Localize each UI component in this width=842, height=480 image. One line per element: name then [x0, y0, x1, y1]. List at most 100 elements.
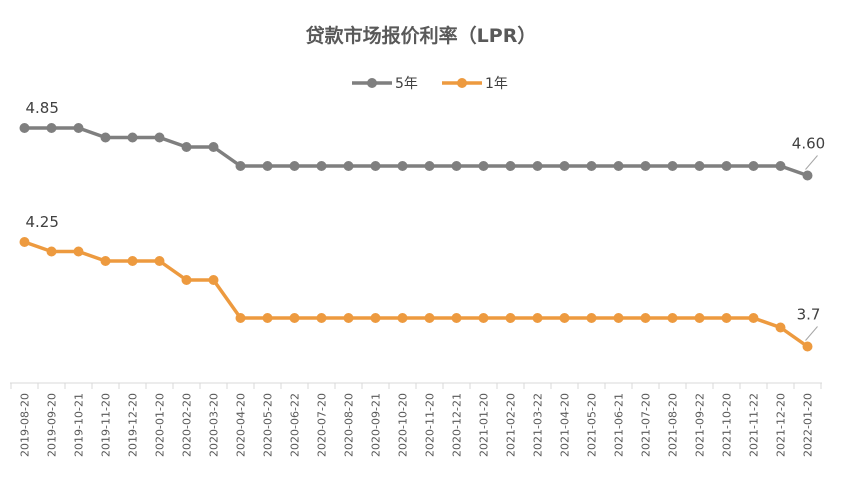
data-point	[532, 161, 543, 171]
data-point	[586, 313, 597, 323]
data-point	[802, 170, 813, 181]
data-label: 4.60	[792, 135, 825, 153]
x-tick-label: 2020-08-20	[343, 393, 356, 457]
data-point	[721, 313, 732, 323]
data-point	[46, 123, 57, 133]
data-point	[208, 142, 219, 152]
data-point	[46, 246, 57, 257]
data-point	[262, 161, 273, 171]
legend: 5年 1年	[352, 76, 508, 92]
data-point	[127, 256, 138, 266]
legend-swatch-marker	[367, 78, 377, 88]
data-point	[370, 313, 381, 323]
x-tick-label: 2020-10-20	[397, 393, 410, 457]
x-tick-label: 2021-08-20	[667, 393, 680, 457]
data-label: 3.7	[797, 306, 821, 324]
data-point	[532, 313, 543, 323]
data-point	[802, 341, 813, 352]
data-point	[154, 256, 165, 266]
data-point	[640, 161, 651, 171]
data-point	[586, 161, 597, 171]
data-point	[424, 161, 435, 171]
x-tick-label: 2020-03-20	[208, 393, 221, 457]
x-tick-label: 2019-10-21	[73, 393, 86, 457]
data-point	[748, 161, 759, 171]
data-point	[613, 313, 624, 323]
x-tick-label: 2019-08-20	[19, 393, 32, 457]
x-axis-labels: 2019-08-20 2019-09-20 2019-10-21 2019-11-20…	[19, 393, 815, 457]
legend-label: 5年	[395, 76, 418, 92]
x-tick-label: 2019-12-20	[127, 393, 140, 457]
x-tick-label: 2021-10-20	[721, 393, 734, 457]
data-point	[775, 161, 786, 171]
series-line-1	[23, 240, 809, 348]
data-point	[478, 313, 489, 323]
legend-swatch-marker	[457, 78, 467, 88]
data-point	[208, 275, 219, 285]
x-tick-label: 2021-09-22	[694, 393, 707, 457]
data-point	[397, 161, 408, 171]
chart-title: 贷款市场报价利率（LPR）	[306, 24, 537, 47]
data-point	[19, 237, 30, 247]
plot-area	[19, 123, 813, 352]
x-tick-label: 2021-11-22	[748, 393, 761, 457]
data-point	[667, 313, 678, 323]
data-label-leader	[805, 326, 818, 341]
data-point	[235, 161, 246, 171]
data-point	[640, 313, 651, 323]
data-label-leader	[805, 155, 818, 170]
x-tick-label: 2021-05-20	[586, 393, 599, 457]
data-point	[667, 161, 678, 171]
x-tick-label: 2020-02-20	[181, 393, 194, 457]
data-point	[262, 313, 273, 323]
x-tick-label: 2020-05-20	[262, 393, 275, 457]
data-point	[748, 313, 759, 323]
data-labels: 4.85 4.60 4.25 3.7	[26, 99, 825, 341]
data-label: 4.85	[26, 99, 59, 117]
data-point	[19, 123, 30, 133]
data-point	[694, 161, 705, 171]
data-point	[694, 313, 705, 323]
data-point	[316, 161, 327, 171]
data-point	[181, 142, 192, 152]
data-point	[721, 161, 732, 171]
x-tick-label: 2020-04-20	[235, 393, 248, 457]
data-point	[316, 313, 327, 323]
data-point	[127, 132, 138, 143]
x-axis-ticks	[10, 383, 822, 389]
x-tick-label: 2019-09-20	[46, 393, 59, 457]
x-tick-label: 2020-09-21	[370, 393, 383, 457]
x-tick-label: 2021-04-20	[559, 393, 572, 457]
x-tick-label: 2020-07-20	[316, 393, 329, 457]
data-point	[73, 246, 84, 257]
data-point	[73, 123, 84, 133]
data-point	[559, 161, 570, 171]
data-point	[451, 161, 462, 171]
data-point	[478, 161, 489, 171]
x-tick-label: 2022-01-20	[802, 393, 815, 457]
x-tick-label: 2021-03-22	[532, 393, 545, 457]
data-point	[775, 322, 786, 333]
data-point	[613, 161, 624, 171]
x-tick-label: 2021-01-20	[478, 393, 491, 457]
series-line-0	[24, 126, 809, 178]
data-point	[289, 313, 300, 323]
data-point	[451, 313, 462, 323]
data-point	[559, 313, 570, 323]
legend-label: 1年	[485, 76, 508, 92]
x-tick-label: 2020-11-20	[424, 393, 437, 457]
data-point	[154, 132, 165, 143]
data-point	[424, 313, 435, 323]
x-tick-label: 2020-06-22	[289, 393, 302, 457]
x-tick-label: 2021-12-20	[775, 393, 788, 457]
x-tick-label: 2020-12-21	[451, 393, 464, 457]
x-tick-label: 2020-01-20	[154, 393, 167, 457]
data-point	[505, 313, 516, 323]
data-label: 4.25	[26, 213, 59, 231]
data-point	[343, 161, 354, 171]
x-tick-label: 2021-02-20	[505, 393, 518, 457]
data-point	[235, 313, 246, 323]
data-point	[100, 256, 111, 266]
data-point	[370, 161, 381, 171]
